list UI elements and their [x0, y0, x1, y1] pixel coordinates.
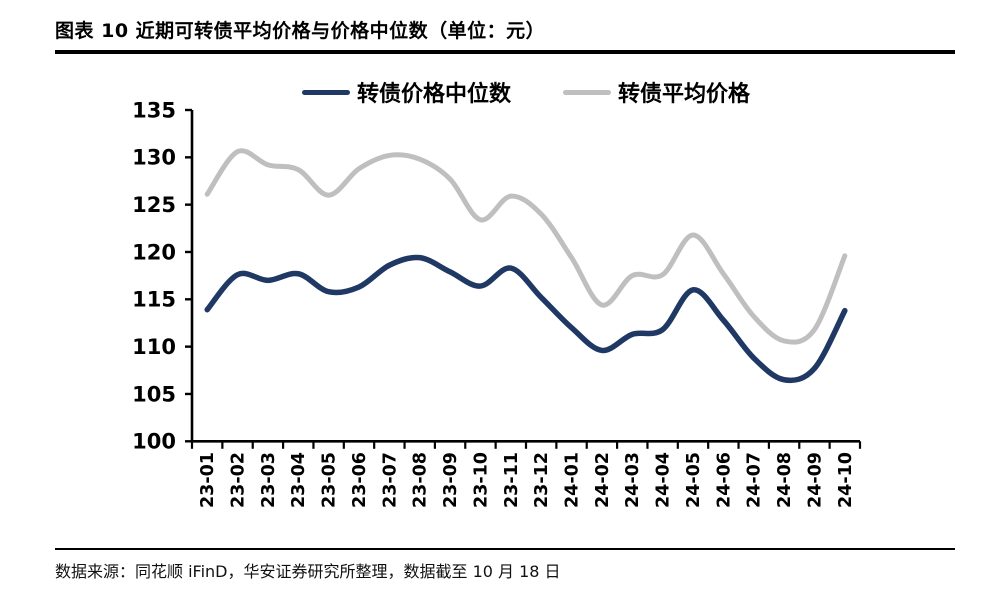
- x-axis-label: 23-06: [350, 452, 370, 508]
- legend-label-median: 转债价格中位数: [356, 82, 511, 107]
- y-axis-label: 130: [132, 146, 176, 170]
- x-axis-label: 24-10: [836, 452, 856, 508]
- x-axis-label: 24-04: [654, 452, 674, 508]
- legend-item-average: 转债平均价格: [563, 76, 750, 108]
- x-axis-label: 24-09: [805, 452, 825, 508]
- y-axis-label: 105: [132, 382, 176, 406]
- x-axis-label: 23-08: [411, 452, 431, 508]
- x-axis-label: 24-01: [562, 452, 582, 508]
- x-axis-label: 23-11: [502, 452, 522, 508]
- x-axis-label: 24-02: [593, 452, 613, 508]
- y-axis-label: 120: [132, 240, 176, 264]
- legend-item-median: 转债价格中位数: [301, 76, 511, 108]
- series-line-average: [204, 148, 848, 345]
- line-chart: 100 105 110 115 120 125 130 135 23-01 23-02 23-03 2…: [132, 98, 862, 508]
- x-axis-label: 23-12: [532, 452, 552, 508]
- y-axis-label: 100: [132, 430, 176, 454]
- y-axis-label: 135: [132, 98, 176, 122]
- average-line-swatch-icon: [563, 89, 611, 95]
- x-axis-label: 23-09: [441, 452, 461, 508]
- chart-legend: 转债价格中位数 转债平均价格: [192, 76, 860, 108]
- y-axis-label: 125: [132, 193, 176, 217]
- x-axis-label: 23-03: [259, 452, 279, 508]
- source-note: 数据来源：同花顺 iFinD，华安证券研究所整理，数据截至 10 月 18 日: [55, 562, 561, 581]
- x-axis-label: 24-03: [623, 452, 643, 508]
- figure-title: 图表 10 近期可转债平均价格与价格中位数（单位：元）: [55, 20, 546, 42]
- x-axis-label: 23-01: [198, 452, 218, 508]
- x-axis-label: 23-02: [228, 452, 248, 508]
- title-divider: [55, 50, 955, 54]
- series-line-median: [204, 254, 848, 384]
- x-axis-label: 23-07: [380, 452, 400, 508]
- x-axis-label: 23-04: [289, 452, 309, 508]
- x-axis-label: 23-05: [320, 452, 340, 508]
- legend-label-average: 转债平均价格: [618, 82, 751, 107]
- y-axis-label: 115: [132, 288, 176, 312]
- x-axis-label: 24-05: [684, 452, 704, 508]
- x-axis-label: 24-07: [745, 452, 765, 508]
- y-axis-label: 110: [132, 335, 176, 359]
- x-axis-label: 24-08: [775, 452, 795, 508]
- footer-divider: [55, 548, 955, 550]
- median-line-swatch-icon: [301, 89, 350, 95]
- x-axis-label: 24-06: [714, 452, 734, 508]
- x-axis-label: 23-10: [471, 452, 491, 508]
